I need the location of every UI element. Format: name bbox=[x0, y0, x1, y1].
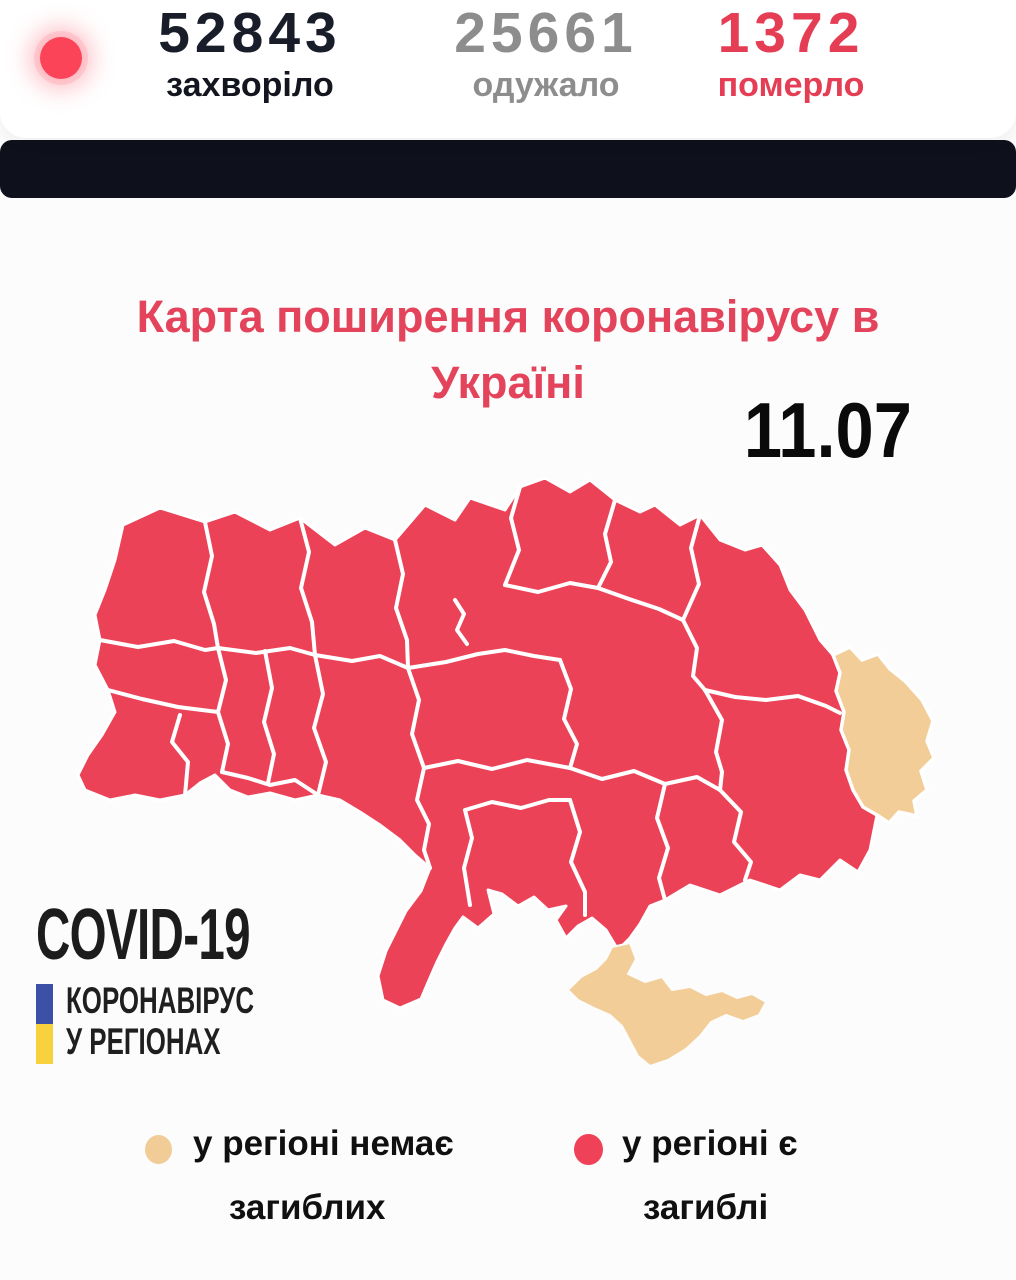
infected-count: 52843 bbox=[158, 1, 342, 65]
stat-recovered: 25661 одужало bbox=[415, 0, 677, 138]
stat-infected: 52843 захворіло bbox=[118, 0, 382, 138]
recovered-count: 25661 bbox=[454, 1, 638, 65]
recovered-label: одужало bbox=[472, 66, 620, 104]
legend-deaths-line1: у регіоні є bbox=[622, 1124, 798, 1163]
covid-logo-subtitle2: У РЕГІОНАХ bbox=[66, 1021, 221, 1062]
covid-logo-subtitle1: КОРОНАВІРУС bbox=[66, 980, 255, 1021]
died-count: 1372 bbox=[717, 1, 865, 65]
legend-no-deaths-line2: загиблих bbox=[229, 1188, 386, 1227]
flag-yellow-half bbox=[36, 1024, 53, 1064]
map-region-no-deaths-east bbox=[831, 645, 936, 825]
covid-logo-title: COVID-19 bbox=[36, 895, 251, 975]
map-title: Карта поширення коронавірусу в Україні bbox=[0, 284, 1016, 416]
flag-blue-half bbox=[36, 984, 53, 1024]
divider-band bbox=[0, 140, 1016, 198]
red-pulse-dot-icon bbox=[40, 37, 82, 79]
map-region-no-deaths-south bbox=[567, 942, 767, 1067]
covid-logo: COVID-19 КОРОНАВІРУС У РЕГІОНАХ bbox=[36, 895, 360, 1064]
stat-died: 1372 померло bbox=[666, 0, 916, 138]
map-date: 11.07 bbox=[744, 386, 912, 474]
oblast-borders bbox=[98, 485, 842, 917]
died-label: померло bbox=[717, 66, 865, 104]
map-region-deaths-fill bbox=[76, 476, 936, 1010]
legend-deaths-line2: загиблі bbox=[643, 1188, 769, 1227]
stats-card: 52843 захворіло 25661 одужало 1372 помер… bbox=[0, 0, 1016, 138]
legend-no-deaths-dot-icon bbox=[145, 1135, 172, 1164]
legend-no-deaths-line1: у регіоні немає bbox=[193, 1124, 454, 1163]
infected-label: захворіло bbox=[166, 66, 334, 104]
ukraine-flag-bar-icon bbox=[36, 984, 53, 1064]
map-title-line1: Карта поширення коронавірусу в bbox=[136, 291, 880, 342]
legend-deaths-dot-icon bbox=[574, 1134, 603, 1165]
map-title-line2: Україні bbox=[431, 357, 585, 408]
